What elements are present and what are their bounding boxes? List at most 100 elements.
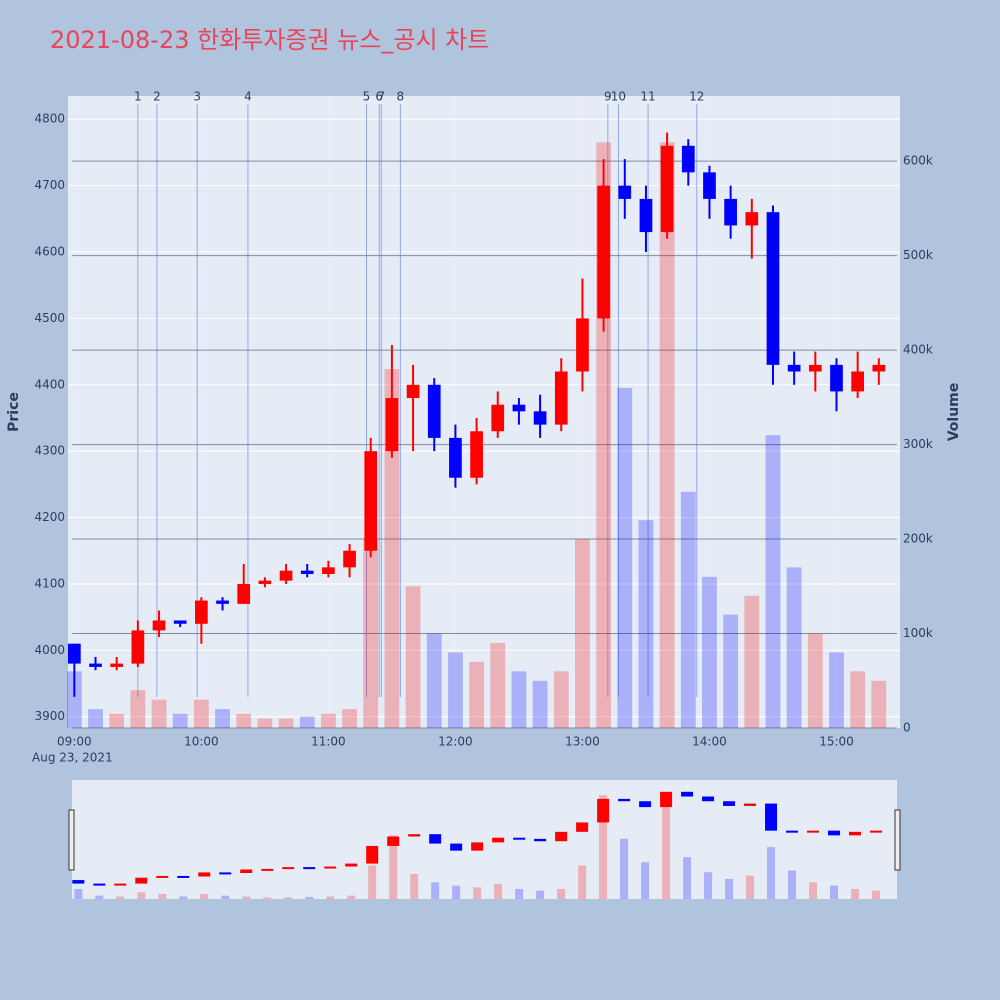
y-tick-label: 4200 bbox=[34, 510, 65, 524]
slider-volume bbox=[410, 873, 419, 899]
candle-body bbox=[427, 384, 441, 438]
slider-candle bbox=[870, 830, 883, 833]
candle-body bbox=[576, 318, 589, 372]
slider-candle bbox=[849, 831, 862, 836]
slider-volume bbox=[830, 885, 839, 899]
chart-title: 2021-08-23 한화투자증권 뉴스_공시 차트 bbox=[50, 26, 489, 54]
candle-body bbox=[554, 371, 568, 425]
slider-volume bbox=[599, 795, 608, 899]
candle-body bbox=[300, 570, 314, 574]
y-tick-label: 4400 bbox=[34, 377, 65, 391]
y2-axis-title: Volume bbox=[946, 383, 962, 442]
volume-bar bbox=[532, 680, 548, 728]
slider-candle bbox=[282, 867, 295, 870]
slider-candle bbox=[114, 883, 127, 886]
volume-bar bbox=[807, 633, 823, 728]
slider-candle bbox=[366, 845, 379, 864]
y-tick-label: 4700 bbox=[34, 178, 65, 192]
volume-bar bbox=[193, 699, 209, 728]
volume-bar bbox=[469, 661, 484, 728]
candle-body bbox=[766, 212, 780, 365]
slider-candle bbox=[702, 796, 715, 802]
range-slider[interactable] bbox=[72, 780, 897, 899]
y-axis-title: Price bbox=[6, 392, 22, 432]
volume-bar bbox=[215, 709, 230, 728]
candle-body bbox=[618, 185, 632, 199]
candle-body bbox=[173, 620, 187, 624]
x-date-label: Aug 23, 2021 bbox=[32, 751, 113, 765]
news-label: 4 bbox=[244, 90, 252, 104]
candle-body bbox=[385, 398, 399, 452]
slider-volume bbox=[305, 896, 314, 899]
volume-bar bbox=[109, 713, 125, 728]
y2-tick-label: 0 bbox=[903, 721, 911, 735]
volume-bar bbox=[786, 567, 802, 728]
candle-body bbox=[724, 198, 737, 226]
x-tick-label: 13:00 bbox=[565, 735, 600, 749]
slider-volume bbox=[851, 888, 860, 899]
slider-candle bbox=[303, 867, 316, 870]
slider-candle bbox=[723, 801, 736, 806]
candle-body bbox=[470, 431, 483, 478]
slider-candle bbox=[471, 842, 484, 851]
candle-body bbox=[851, 371, 865, 392]
slider-candle bbox=[618, 798, 631, 802]
volume-bar bbox=[278, 718, 294, 728]
news-label: 3 bbox=[193, 90, 201, 104]
slider-volume bbox=[263, 897, 272, 899]
slider-candle bbox=[513, 837, 526, 840]
slider-volume bbox=[788, 870, 797, 899]
candle-body bbox=[745, 212, 759, 226]
candle-body bbox=[830, 364, 843, 392]
slider-candle bbox=[219, 872, 232, 875]
volume-bar bbox=[236, 713, 252, 728]
slider-candle bbox=[786, 830, 799, 833]
candle-body bbox=[808, 364, 822, 372]
slider-volume bbox=[809, 882, 818, 899]
slider-candle bbox=[639, 801, 652, 808]
y-tick-label: 4300 bbox=[34, 444, 65, 458]
y-tick-label: 4800 bbox=[34, 112, 65, 126]
volume-bar bbox=[702, 576, 717, 728]
volume-bar bbox=[426, 633, 442, 728]
volume-bar bbox=[511, 671, 527, 728]
slider-candle bbox=[156, 875, 169, 878]
slider-candle bbox=[576, 822, 589, 832]
y2-tick-label: 600k bbox=[903, 154, 933, 168]
slider-candle bbox=[408, 834, 421, 837]
volume-bar bbox=[490, 642, 506, 728]
candle-body bbox=[131, 630, 145, 664]
range-handle[interactable] bbox=[68, 809, 75, 871]
slider-candle bbox=[72, 880, 85, 884]
slider-volume bbox=[578, 865, 587, 899]
news-label: 12 bbox=[689, 90, 704, 104]
slider-volume bbox=[179, 896, 188, 899]
candle-body bbox=[491, 404, 505, 432]
volume-bar bbox=[680, 491, 696, 728]
candle-body bbox=[681, 145, 695, 173]
slider-candle bbox=[534, 838, 547, 842]
slider-candle bbox=[93, 883, 106, 886]
slider-volume bbox=[221, 895, 230, 899]
volume-bar bbox=[172, 713, 188, 728]
candle-body bbox=[258, 580, 272, 584]
news-label: 5 bbox=[363, 90, 371, 104]
candle-body bbox=[68, 643, 81, 664]
slider-candle bbox=[555, 831, 568, 842]
slider-volume bbox=[641, 862, 650, 899]
news-label: 1 bbox=[134, 90, 142, 104]
slider-volume bbox=[515, 888, 524, 899]
candle-body bbox=[89, 663, 102, 667]
slider-volume bbox=[536, 890, 545, 899]
candle-body bbox=[279, 570, 293, 581]
x-tick-label: 11:00 bbox=[311, 735, 346, 749]
candle-body bbox=[237, 583, 251, 604]
news-label: 9 bbox=[604, 90, 612, 104]
range-handle[interactable] bbox=[894, 809, 901, 871]
candle-body bbox=[110, 663, 124, 667]
volume-bar bbox=[850, 671, 866, 728]
candle-body bbox=[322, 567, 335, 574]
candle-body bbox=[512, 404, 526, 412]
slider-volume bbox=[158, 893, 167, 899]
